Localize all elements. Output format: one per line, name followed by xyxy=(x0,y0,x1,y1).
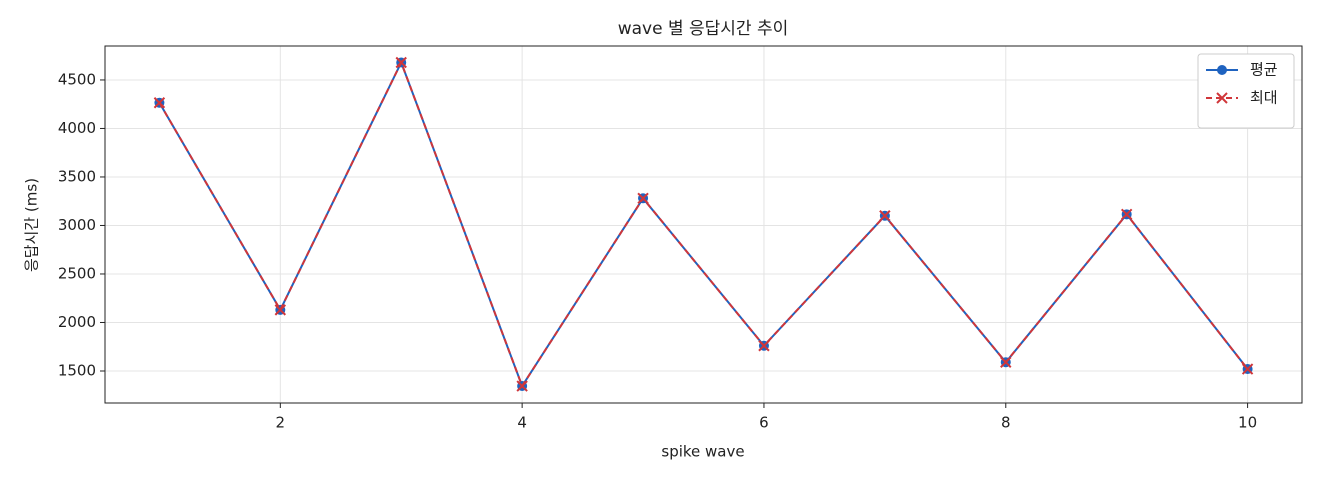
point xyxy=(1120,208,1133,221)
x-tick-label: 2 xyxy=(276,414,286,432)
point-shape xyxy=(274,304,287,316)
point-shape xyxy=(758,340,770,352)
y-tick-label: 2500 xyxy=(58,264,96,282)
point xyxy=(395,56,407,69)
y-axis-label: 응답시간 (ms) xyxy=(23,178,41,272)
x-tick-label: 6 xyxy=(759,414,769,432)
point xyxy=(637,192,649,205)
point xyxy=(153,97,166,109)
x-tick-label: 10 xyxy=(1238,414,1257,432)
point-shape xyxy=(395,56,407,69)
x-tick-label: 4 xyxy=(517,414,527,432)
point-shape xyxy=(516,380,528,392)
point xyxy=(516,380,528,392)
chart-title: wave 별 응답시간 추이 xyxy=(618,19,789,39)
point-shape xyxy=(1000,356,1012,368)
y-tick-label: 3500 xyxy=(58,167,96,185)
legend-box xyxy=(1197,53,1295,129)
y-tick-label: 3000 xyxy=(58,216,96,234)
y-tick-label: 4000 xyxy=(58,119,96,137)
point-shape xyxy=(1120,208,1133,221)
x-tick-label: 8 xyxy=(1001,414,1011,432)
point xyxy=(1241,363,1254,375)
point-shape xyxy=(153,97,166,109)
point xyxy=(758,340,770,352)
legend-label: 평균 xyxy=(1250,61,1278,79)
point-shape xyxy=(637,192,649,205)
y-tick-label: 4500 xyxy=(58,70,96,88)
point xyxy=(879,210,891,222)
point-shape xyxy=(1241,363,1254,375)
legend-label: 최대 xyxy=(1250,89,1278,107)
y-tick-label: 2000 xyxy=(58,313,96,331)
x-axis-label: spike wave xyxy=(661,443,744,461)
legend-marker xyxy=(1217,65,1227,75)
point-shape xyxy=(879,210,891,222)
series-line xyxy=(158,59,1249,389)
point xyxy=(274,304,287,316)
point xyxy=(1000,356,1012,368)
plot-frame xyxy=(104,45,1303,404)
legend-marker xyxy=(1216,92,1228,104)
y-tick-label: 1500 xyxy=(58,361,96,379)
